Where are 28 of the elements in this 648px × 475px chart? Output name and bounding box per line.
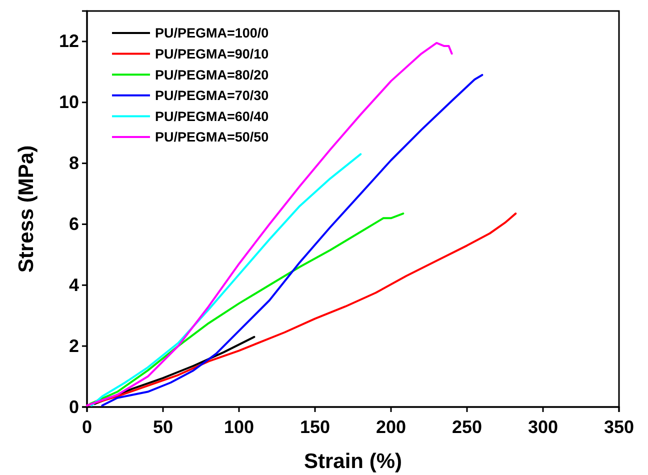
legend-label: PU/PEGMA=70/30 — [155, 88, 269, 104]
x-tick-label: 350 — [604, 417, 634, 437]
x-tick-label: 0 — [82, 417, 92, 437]
x-tick-label: 200 — [376, 417, 406, 437]
y-tick-label: 12 — [58, 31, 79, 52]
line-series — [90, 153, 362, 406]
x-tick-label: 150 — [300, 417, 330, 437]
x-tick-label: 250 — [452, 417, 482, 437]
x-tick-label: 300 — [528, 417, 558, 437]
legend-label: PU/PEGMA=50/50 — [155, 130, 269, 145]
legend-label: PU/PEGMA=60/40 — [155, 108, 269, 124]
legend-label: PU/PEGMA=100/0 — [155, 26, 269, 41]
x-tick-label: 100 — [224, 417, 254, 437]
y-axis-title: Stress (MPa) — [15, 145, 38, 273]
line-series — [94, 336, 256, 405]
y-tick-label: 4 — [68, 274, 79, 295]
line-series — [89, 212, 404, 405]
legend-label: PU/PEGMA=90/10 — [155, 46, 269, 62]
x-tick-label: 50 — [152, 417, 174, 437]
line-series — [86, 42, 453, 406]
legend-label: PU/PEGMA=80/20 — [155, 67, 269, 82]
line-series — [86, 212, 517, 406]
y-tick-label: 8 — [68, 153, 79, 174]
y-tick-label: 0 — [68, 396, 79, 417]
y-tick-label: 10 — [58, 92, 79, 112]
x-axis-title: Strain (%) — [304, 450, 402, 473]
y-tick-label: 2 — [68, 336, 79, 356]
y-tick-label: 6 — [68, 214, 79, 234]
